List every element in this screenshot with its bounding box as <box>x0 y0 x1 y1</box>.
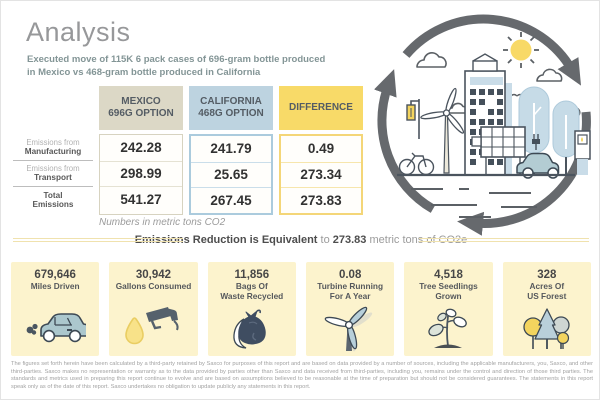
stat-panel-miles-driven: 679,646 Miles Driven <box>11 262 100 356</box>
value-column-difference: 0.49 273.34 273.83 <box>279 134 363 215</box>
stat-label: Miles Driven <box>30 281 80 291</box>
value-column-california: 241.79 25.65 267.45 <box>189 134 273 215</box>
stat-value: 0.08 <box>338 269 362 281</box>
wind-turbine-icon <box>306 301 394 356</box>
trees <box>518 86 580 175</box>
stat-label: Gallons Consumed <box>115 281 192 291</box>
stat-value: 30,942 <box>135 269 172 281</box>
row-label-column: Emissions from Manufacturing Emissions f… <box>13 134 93 215</box>
charging-station <box>574 130 591 175</box>
table-cell: 0.49 <box>307 141 335 157</box>
row-label-prefix: Emissions from <box>26 137 80 147</box>
row-label-prefix: Emissions from <box>26 164 80 174</box>
street-lamp <box>406 99 420 139</box>
seedling-icon <box>404 301 492 356</box>
banner-rule-left <box>13 238 183 242</box>
column-header-mexico: MEXICO 696G OPTION <box>99 86 183 130</box>
table-cell: 25.65 <box>191 161 271 188</box>
trash-bag-icon <box>208 301 296 356</box>
banner-value: 273.83 <box>332 234 367 246</box>
table-body: Emissions from Manufacturing Emissions f… <box>13 134 363 215</box>
row-label-main: Manufacturing <box>24 146 82 156</box>
forest-icon <box>503 301 591 356</box>
table-cell: 273.83 <box>281 187 361 213</box>
table-cell: 242.28 <box>120 140 162 156</box>
stat-label: Turbine Running For A Year <box>317 281 384 301</box>
banner-rule-right <box>419 238 589 242</box>
table-caption: Numbers in metric tons CO2 <box>99 217 226 228</box>
stat-value: 328 <box>537 269 557 281</box>
page-title: Analysis <box>26 17 131 47</box>
emissions-comparison-table: MEXICO 696G OPTION CALIFORNIA 468G OPTIO… <box>13 86 363 215</box>
stat-panel-turbine-year: 0.08 Turbine Running For A Year <box>305 262 395 356</box>
table-cell: 541.27 <box>100 186 182 212</box>
header-spacer <box>13 86 93 130</box>
stat-value: 11,856 <box>234 269 270 281</box>
recycling-city-illustration <box>369 3 599 236</box>
sun <box>503 32 539 68</box>
table-header-row: MEXICO 696G OPTION CALIFORNIA 468G OPTIO… <box>13 86 363 130</box>
table-cell: 273.34 <box>281 161 361 188</box>
column-header-difference: DIFFERENCE <box>279 86 363 130</box>
banner-tail: metric tons of CO2e <box>366 234 468 246</box>
solar-panel <box>471 126 526 175</box>
ground <box>397 173 575 218</box>
banner-mid: to <box>317 234 333 246</box>
row-label-main: Emissions <box>32 200 74 210</box>
banner-lead: Emissions Reduction is Equivalent <box>134 234 318 246</box>
row-label-total: Total Emissions <box>13 187 93 214</box>
equivalence-banner: Emissions Reduction is Equivalent to 273… <box>1 232 600 248</box>
stat-label: Tree Seedlings Grown <box>419 281 478 301</box>
table-cell: 241.79 <box>210 141 252 157</box>
row-label-transport: Emissions from Transport <box>13 161 93 187</box>
stat-label: Acres Of US Forest <box>527 281 567 301</box>
bicycle <box>398 152 435 176</box>
table-cell: 298.99 <box>100 160 182 187</box>
row-label-manufacturing: Emissions from Manufacturing <box>13 134 93 161</box>
equivalence-stats-row: 679,646 Miles Driven 30,942 Gallons Cons… <box>11 262 591 356</box>
value-column-mexico: 242.28 298.99 541.27 <box>99 134 183 215</box>
fuel-pump-icon <box>109 292 197 356</box>
electric-car <box>516 134 560 179</box>
stat-panel-bags-recycled: 11,856 Bags Of Waste Recycled <box>207 262 296 356</box>
stat-value: 4,518 <box>434 269 463 281</box>
column-header-california: CALIFORNIA 468G OPTION <box>189 86 273 130</box>
stat-panel-tree-seedlings: 4,518 Tree Seedlings Grown <box>404 262 493 356</box>
stat-value: 679,646 <box>34 269 76 281</box>
wind-turbine <box>420 87 465 174</box>
stat-panel-gallons-consumed: 30,942 Gallons Consumed <box>109 262 198 356</box>
legal-disclaimer: The figures set forth herein have been c… <box>11 361 593 391</box>
page-subtitle: Executed move of 115K 6 pack cases of 69… <box>27 54 326 78</box>
stat-panel-acres-forest: 328 Acres Of US Forest <box>502 262 591 356</box>
row-label-prefix: Total <box>43 191 63 201</box>
table-cell: 267.45 <box>191 187 271 213</box>
stat-label: Bags Of Waste Recycled <box>220 281 284 301</box>
car-icon <box>11 292 99 356</box>
row-label-main: Transport <box>34 173 72 183</box>
